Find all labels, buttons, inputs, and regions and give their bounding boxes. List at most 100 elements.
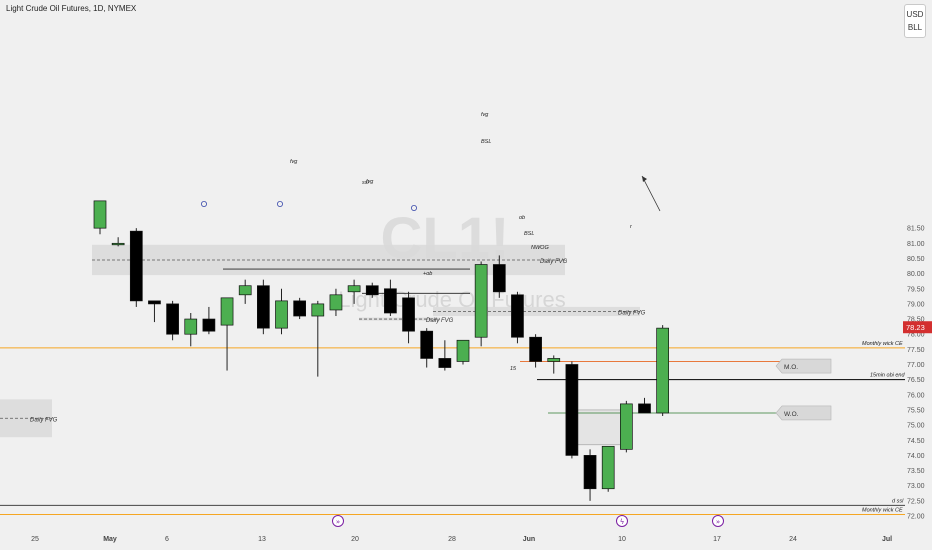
horizontal-line-label: 15min obi end [870,373,905,379]
current-price-box [903,321,932,334]
candle-body [492,264,506,293]
annotation-label: fvg [481,112,489,118]
horizontal-line-label: Monthly wick CE [862,507,903,513]
candle-body [438,358,452,368]
fvg-label: Daily FVG [618,310,646,316]
candle-body [601,445,615,490]
x-tick-label: 20 [351,536,359,543]
y-tick-label: 76.50 [907,377,925,384]
time-axis[interactable]: 25 May 6 13 20 28 Jun 10 17 24 Jul [31,536,892,543]
annotation-label: fvg [290,159,298,165]
x-tick-label: Jun [523,536,535,543]
price-box [775,405,832,421]
y-tick-label: 79.50 [907,286,925,293]
event-icon-glyph: ϟ [620,518,625,526]
candles-layer [93,200,670,501]
candle-body [656,327,670,414]
y-tick-label: 76.00 [907,392,925,399]
annotation-label: r [630,224,633,230]
candle-body [456,339,470,362]
currency-unit-selector[interactable]: USD BLL [904,4,926,38]
annotation-label: +ob [423,271,432,277]
horizontal-line-label: d ssl [892,498,904,504]
y-tick-label: 80.00 [907,271,925,278]
x-tick-label: 13 [258,536,266,543]
marker-circle [410,204,417,211]
candle-body [529,336,542,362]
y-tick-label: 81.50 [907,226,925,233]
x-tick-label: 24 [789,536,797,543]
candle-body [329,294,343,311]
annotation-label: NWOG [531,245,549,251]
price-box [775,358,832,374]
candle-body [638,403,651,414]
y-tick-label: 74.00 [907,453,925,460]
candle-body [347,285,361,293]
current-price-tag: 78.23 [903,321,932,334]
x-tick-label: 6 [165,536,169,543]
candle-body [220,297,234,326]
y-tick-label: 73.00 [907,483,925,490]
candle-body [619,403,633,450]
candle-body [293,300,306,317]
fvg-label: Daily FVG [540,259,568,265]
y-tick-label: 78.00 [907,332,925,339]
fvg-label: Daily FVG [426,318,454,324]
y-tick-label: 81.00 [907,241,925,248]
event-icon [616,515,628,527]
candle-body [257,285,270,329]
event-icon [332,515,344,527]
candle-body [402,297,415,332]
annotation-label: 15 [510,366,517,372]
price-box-label: M.O. [784,364,798,371]
candle-body [238,285,252,296]
x-tick-label: Jul [882,536,892,543]
candle-body [565,364,579,456]
horizontal-line-label: Monthly wick CE [862,341,903,347]
candle-body [275,300,288,329]
candle-body [384,288,397,314]
event-markers: » ϟ » [332,515,724,527]
candle-body [93,200,107,229]
y-tick-label: 78.50 [907,317,925,324]
price-axis[interactable]: 72.00 72.50 73.00 73.50 74.00 74.50 75.00 75.50… [907,226,925,521]
annotation-label: BSL [524,231,534,237]
candle-body [311,303,325,317]
candle-body [583,455,597,490]
fvg-label: Daily FVG [30,417,58,423]
candle-body [166,303,179,335]
candle-body [184,318,198,335]
y-tick-label: 77.50 [907,347,925,354]
x-tick-label: 10 [618,536,626,543]
candle-body [202,318,216,332]
annotation-label: fvg [366,179,374,185]
y-tick-label: 80.50 [907,256,925,263]
x-tick-label: 28 [448,536,456,543]
y-tick-label: 75.00 [907,423,925,430]
current-price-label: 78.23 [906,323,925,332]
fvg-zone [433,306,640,317]
horizontal-lines-layer: Monthly wick CE 15min obi end d ssl Monthly… [0,268,905,515]
marker-circle [200,200,207,207]
y-tick-label: 72.50 [907,498,925,505]
candle-body [474,264,488,338]
candle-body [547,358,561,362]
candle-body [111,242,125,246]
x-tick-label: May [103,536,117,543]
x-tick-label: 17 [713,536,721,543]
event-icon-glyph: » [336,518,340,526]
annotation-label: BSL [481,139,491,145]
candle-body [148,300,161,305]
annotation-label: ob [519,215,525,221]
currency-label: USD [906,10,924,19]
chart-title: Light Crude Oil Futures, 1D, NYMEX [6,4,137,13]
candle-body [420,330,434,359]
event-icon-glyph: » [716,518,720,526]
candle-body [365,285,379,296]
y-tick-label: 73.50 [907,468,925,475]
price-box-label: W.O. [784,411,799,418]
unit-label: BLL [907,23,923,32]
y-tick-label: 77.00 [907,362,925,369]
